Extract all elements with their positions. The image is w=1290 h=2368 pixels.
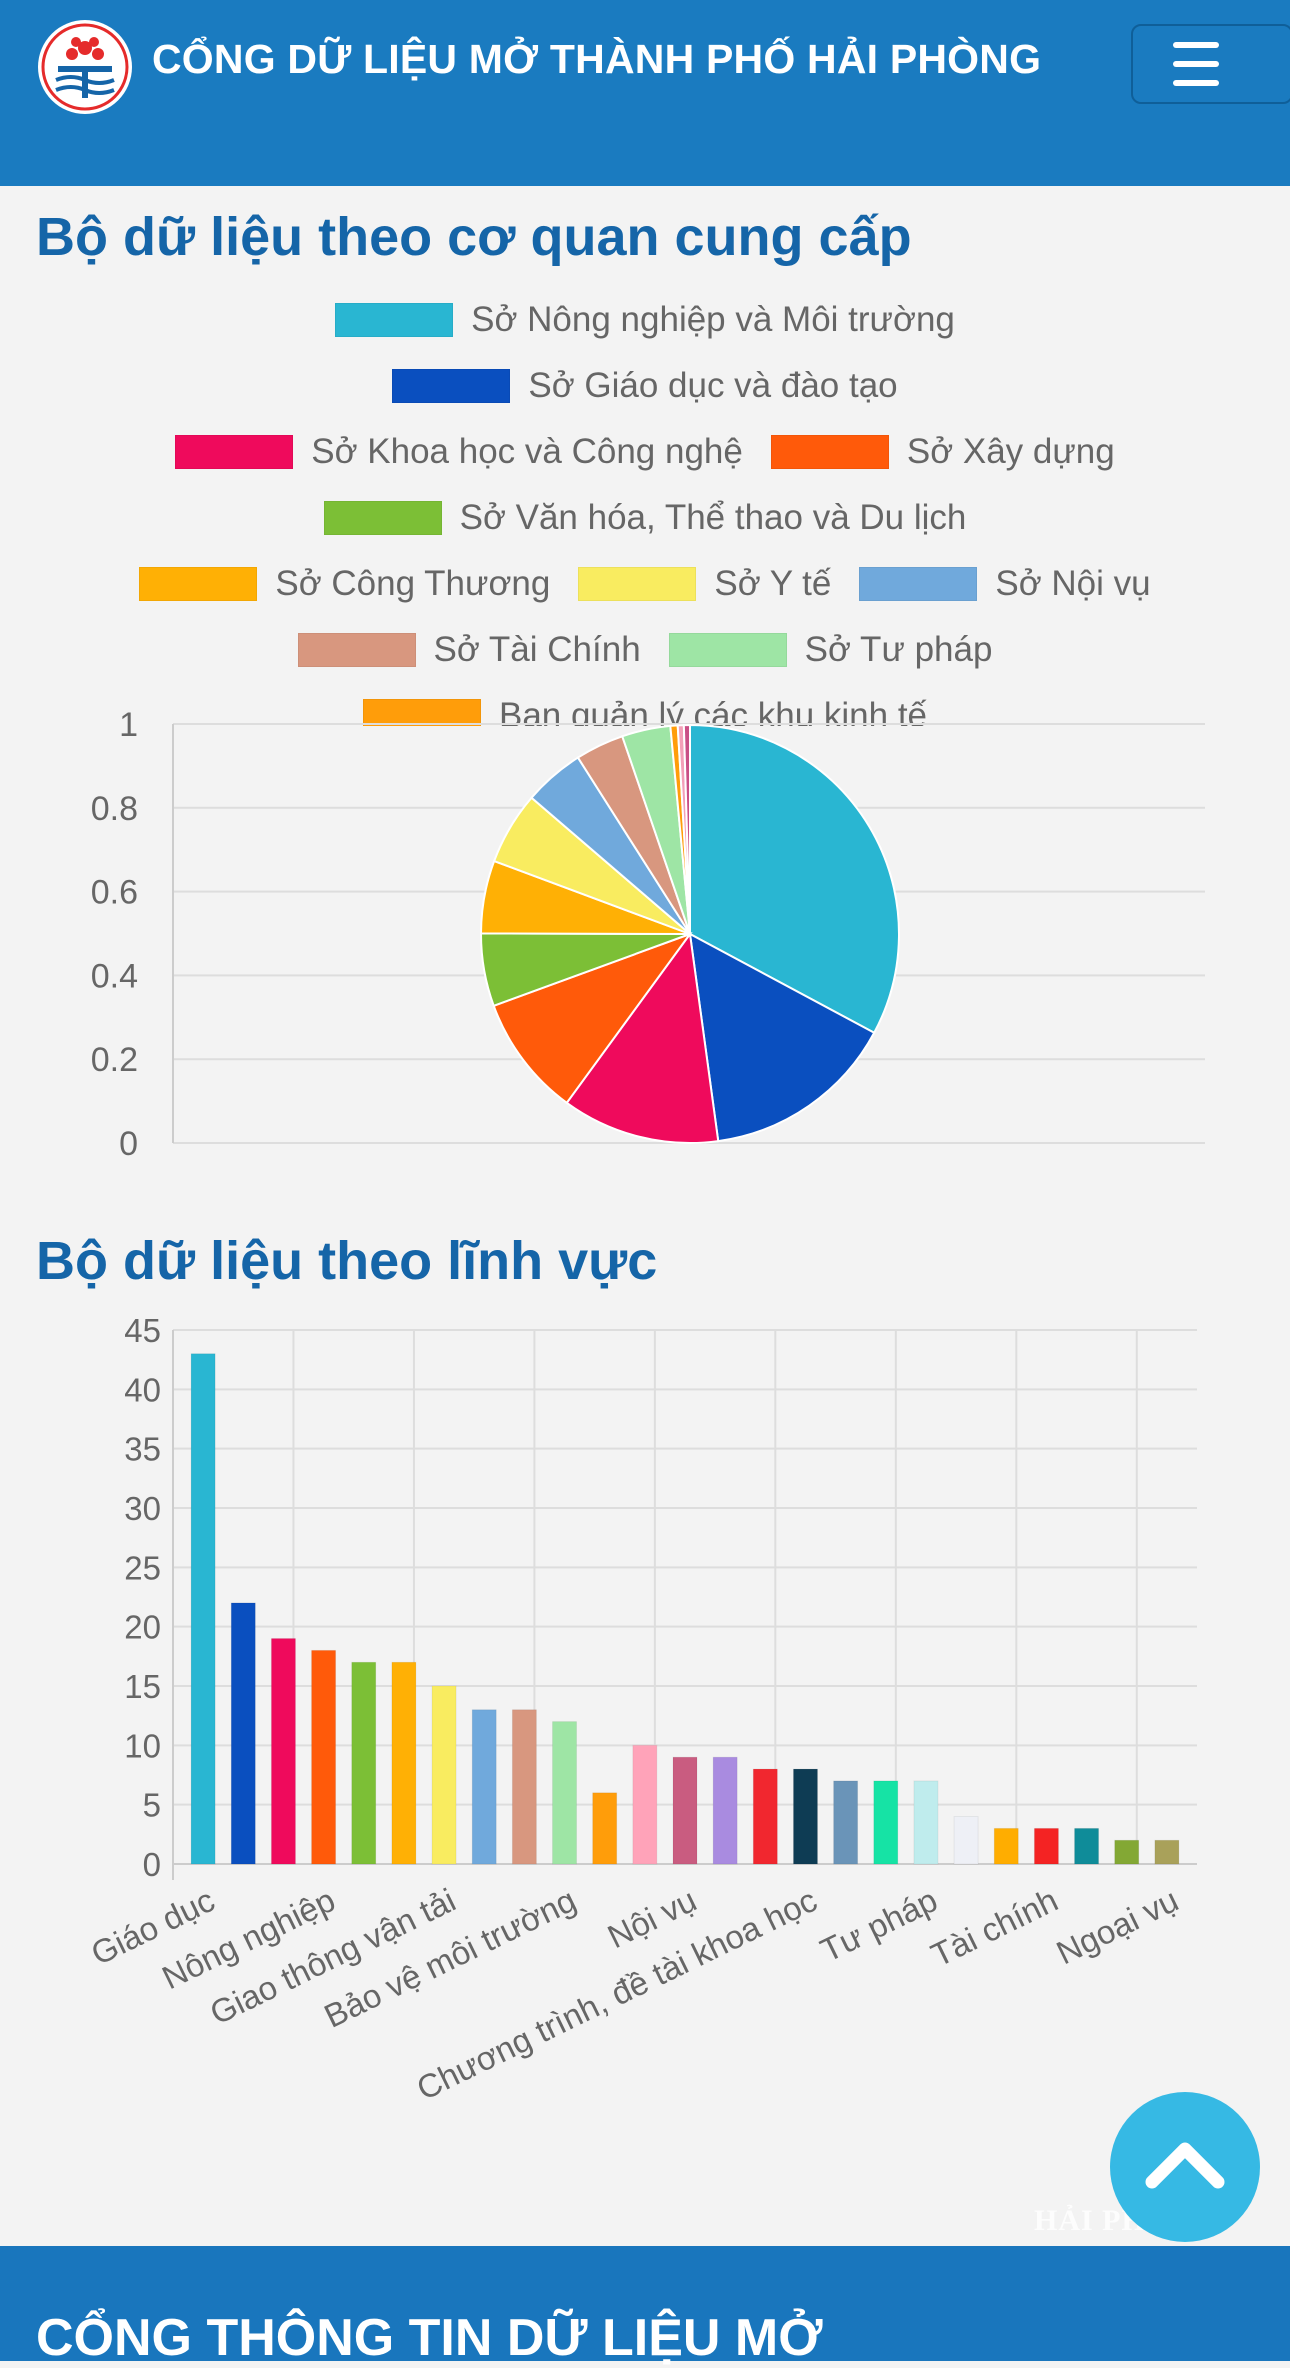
pie-y-tick-label: 1 xyxy=(119,706,138,744)
bar[interactable] xyxy=(833,1780,859,1865)
bar-y-tick-label: 30 xyxy=(124,1490,161,1527)
legend-swatch xyxy=(392,369,511,403)
legend-swatch xyxy=(297,633,416,667)
bar[interactable] xyxy=(792,1768,818,1865)
site-footer: CỔNG THÔNG TIN DỮ LIỆU MỞ xyxy=(0,2246,1290,2367)
legend-label: Sở Nội vụ xyxy=(995,564,1151,603)
pie-slice[interactable] xyxy=(682,723,691,935)
legend-item[interactable]: Sở Khoa học và Công nghệ xyxy=(175,432,743,472)
legend-label: Sở Xây dựng xyxy=(906,432,1115,471)
legend-label: Ban quản lý các khu kinh tế xyxy=(498,696,928,726)
bar[interactable] xyxy=(632,1744,658,1865)
pie-y-tick-label: 0 xyxy=(119,1125,138,1160)
bar[interactable] xyxy=(873,1780,899,1865)
legend-swatch xyxy=(770,435,889,469)
pie-y-tick-label: 0.8 xyxy=(91,790,138,828)
menu-button[interactable] xyxy=(1131,24,1290,104)
legend-label: Sở Nông nghiệp và Môi trường xyxy=(471,300,955,339)
bar-y-tick-label: 5 xyxy=(143,1787,161,1824)
section-title-by-field: Bộ dữ liệu theo lĩnh vực xyxy=(36,1231,658,1291)
pie-slice[interactable] xyxy=(565,931,720,1144)
pie-slice[interactable] xyxy=(492,931,693,1105)
legend-label: Sở Y tế xyxy=(714,564,832,603)
legend-label: Sở Công Thương xyxy=(275,564,551,603)
section-title-by-agency: Bộ dữ liệu theo cơ quan cung cấp xyxy=(36,207,912,267)
legend-swatch xyxy=(668,633,787,667)
legend-swatch xyxy=(578,567,697,601)
bar-y-tick-label: 15 xyxy=(124,1668,161,1705)
city-logo-icon[interactable] xyxy=(36,18,134,116)
pie-y-tick-label: 0.6 xyxy=(91,874,138,912)
bar[interactable] xyxy=(351,1661,377,1865)
bar[interactable] xyxy=(672,1756,698,1865)
pie-y-tick-label: 0.2 xyxy=(91,1041,138,1079)
bar[interactable] xyxy=(230,1602,256,1865)
legend-item[interactable]: Sở Nội vụ xyxy=(859,564,1151,604)
bar[interactable] xyxy=(552,1721,578,1865)
legend-item[interactable]: Sở Giáo dục và đào tạo xyxy=(392,366,898,406)
bar-y-tick-label: 45 xyxy=(124,1312,161,1349)
bar[interactable] xyxy=(1033,1827,1059,1865)
pie-slice[interactable] xyxy=(689,723,900,1035)
legend-swatch xyxy=(859,567,978,601)
legend-item[interactable]: Sở Công Thương xyxy=(139,564,550,604)
legend-label: Sở Giáo dục và đào tạo xyxy=(528,366,898,405)
legend-label: Sở Tư pháp xyxy=(804,630,993,669)
hamburger-icon xyxy=(1133,26,1290,102)
bar[interactable] xyxy=(471,1709,497,1865)
bar-y-tick-label: 40 xyxy=(124,1371,161,1408)
legend-item[interactable]: Sở Tài Chính xyxy=(297,630,641,670)
bar-x-tick-label: Tài chính xyxy=(925,1881,1063,1974)
pie-legend: Sở Nông nghiệp và Môi trường Sở Giáo dục… xyxy=(0,296,1290,726)
legend-label: Sở Khoa học và Công nghệ xyxy=(311,432,743,471)
legend-swatch xyxy=(139,567,258,601)
pie-chart: 0 0.2 0.4 0.6 0.8 1 xyxy=(91,706,1205,1160)
bar[interactable] xyxy=(311,1649,337,1865)
bar[interactable] xyxy=(953,1816,979,1865)
bar[interactable] xyxy=(1154,1839,1180,1865)
legend-item[interactable]: Sở Xây dựng xyxy=(770,432,1115,472)
bar[interactable] xyxy=(190,1353,216,1865)
bar[interactable] xyxy=(592,1792,618,1865)
bar-y-tick-label: 10 xyxy=(124,1727,161,1764)
pie-y-tick-label: 0.4 xyxy=(91,957,138,995)
pie-slice[interactable] xyxy=(688,932,876,1143)
bar[interactable] xyxy=(391,1661,417,1865)
legend-item[interactable]: Sở Văn hóa, Thể thao và Du lịch xyxy=(323,498,967,538)
bar-y-tick-label: 0 xyxy=(143,1846,161,1883)
bar[interactable] xyxy=(511,1709,537,1865)
bar[interactable] xyxy=(1114,1839,1140,1865)
legend-swatch xyxy=(362,699,481,726)
legend-swatch xyxy=(335,303,454,337)
legend-item[interactable]: Sở Nông nghiệp và Môi trường xyxy=(335,300,955,340)
bar[interactable] xyxy=(913,1780,939,1865)
bar[interactable] xyxy=(993,1827,1019,1865)
bar[interactable] xyxy=(270,1638,296,1865)
legend-swatch xyxy=(175,435,294,469)
bar[interactable] xyxy=(712,1756,738,1865)
bar-y-tick-label: 25 xyxy=(124,1549,161,1586)
bar-y-tick-label: 35 xyxy=(124,1431,161,1468)
site-header: CỔNG DỮ LIỆU MỞ THÀNH PHỐ HẢI PHÒNG xyxy=(0,0,1290,186)
bar[interactable] xyxy=(431,1685,457,1865)
site-title[interactable]: CỔNG DỮ LIỆU MỞ THÀNH PHỐ HẢI PHÒNG xyxy=(152,36,1042,82)
bar-x-tick-label: Ngoại vụ xyxy=(1051,1881,1184,1971)
bar[interactable] xyxy=(752,1768,778,1865)
legend-label: Sở Văn hóa, Thể thao và Du lịch xyxy=(459,498,967,537)
chevron-up-icon xyxy=(1145,2142,1225,2189)
legend-item[interactable]: Sở Tư pháp xyxy=(668,630,993,670)
legend-item[interactable]: Ban quản lý các khu kinh tế xyxy=(362,696,928,726)
scroll-to-top-button[interactable] xyxy=(1110,2092,1260,2242)
bar-y-tick-label: 20 xyxy=(124,1609,161,1646)
legend-swatch xyxy=(323,501,442,535)
legend-item[interactable]: Sở Y tế xyxy=(578,564,831,604)
legend-label: Sở Tài Chính xyxy=(433,630,641,669)
bar[interactable] xyxy=(1074,1827,1100,1865)
footer-title: CỔNG THÔNG TIN DỮ LIỆU MỞ xyxy=(36,2309,823,2367)
bar-x-tick-label: Tư pháp xyxy=(815,1881,943,1969)
